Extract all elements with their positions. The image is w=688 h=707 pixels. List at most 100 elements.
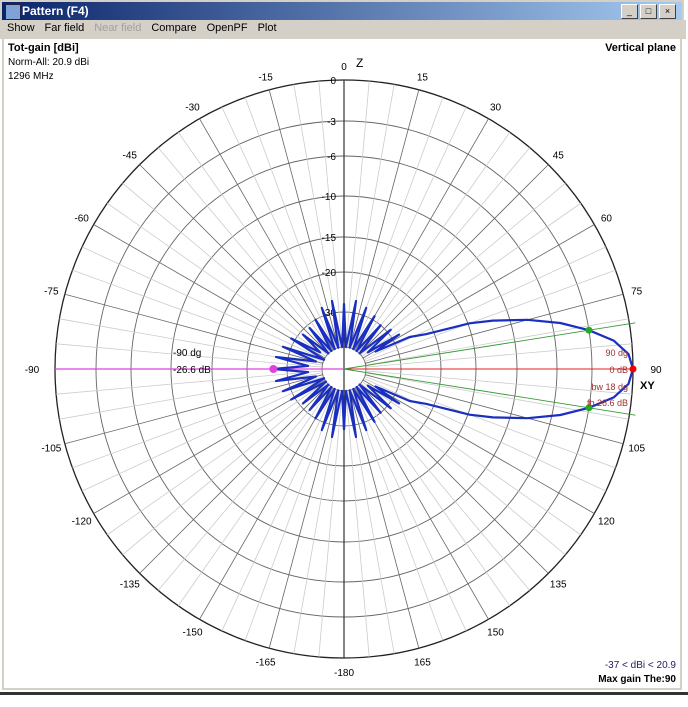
angle-label: -60	[74, 214, 89, 225]
grid-spoke	[177, 132, 332, 352]
ring-label: -6	[327, 152, 336, 163]
grid-spoke	[365, 372, 629, 420]
angle-label: -30	[185, 103, 200, 114]
grid-spoke	[56, 370, 323, 395]
angle-label: 45	[553, 151, 565, 162]
close-button[interactable]: ×	[659, 4, 676, 19]
max-gain-label: Max gain The:90	[598, 674, 676, 685]
grid-spoke	[349, 89, 420, 348]
grid-spoke	[122, 182, 328, 356]
menu-bar: Show Far field Near field Compare OpenPF…	[0, 20, 686, 39]
plot-area	[2, 39, 682, 690]
axis-label-z: Z	[356, 56, 363, 70]
maximize-button[interactable]: □	[640, 4, 657, 19]
axis-label-xy: XY	[640, 380, 655, 392]
grid-spoke	[357, 147, 531, 353]
grid-spoke	[139, 164, 329, 354]
grid-spoke	[93, 379, 326, 514]
angle-label: 105	[628, 443, 645, 454]
main-lobe-annotation: bw 18 dg	[591, 382, 628, 392]
grid-spoke	[345, 81, 370, 348]
ring-label: -10	[322, 192, 337, 203]
grid-spoke	[356, 386, 511, 606]
angle-label: -45	[123, 151, 138, 162]
back-lobe-annotation: -26.6 dB	[173, 365, 211, 376]
grid-spoke	[352, 388, 467, 632]
grid-spoke	[364, 269, 616, 362]
grid-spoke	[157, 147, 331, 353]
angle-label: -165	[256, 658, 276, 669]
grid-spoke	[354, 387, 489, 620]
grid-spoke	[221, 388, 336, 632]
grid-spoke	[81, 377, 325, 492]
norm-label: Norm-All: 20.9 dBi	[8, 57, 90, 68]
grid-spoke	[352, 106, 467, 350]
frequency-label: 1296 MHz	[8, 71, 54, 82]
ring-label: -30	[322, 308, 337, 319]
window-title: Pattern (F4)	[22, 4, 89, 18]
grid-spoke	[64, 293, 323, 364]
grid-spoke	[363, 246, 607, 361]
angle-label: 15	[417, 72, 429, 83]
grid-spoke	[359, 164, 549, 354]
menu-compare[interactable]: Compare	[151, 22, 197, 34]
menu-show[interactable]: Show	[7, 22, 35, 34]
angle-label: -90	[25, 365, 40, 376]
angle-label: -180	[334, 668, 354, 679]
max-gain-marker	[629, 365, 637, 373]
angle-label: 60	[601, 214, 613, 225]
grid-spoke	[357, 385, 531, 591]
angle-label: 135	[550, 579, 567, 590]
grid-spoke	[351, 97, 444, 349]
grid-spoke	[360, 182, 566, 356]
angle-label: -75	[44, 287, 59, 298]
title-bar: Pattern (F4) _ □ ×	[0, 0, 684, 20]
minimize-button[interactable]: _	[621, 4, 638, 19]
plane-label: Vertical plane	[605, 42, 676, 54]
grid-spoke	[361, 381, 581, 536]
grid-spoke	[318, 81, 343, 348]
grid-spoke	[362, 379, 595, 514]
grid-spoke	[268, 390, 339, 649]
grid-spoke	[64, 374, 323, 445]
grid-spoke	[72, 269, 324, 362]
angle-label: -150	[182, 627, 202, 638]
grid-spoke	[356, 132, 511, 352]
back-lobe-annotation: -90 dg	[173, 348, 201, 359]
grid-spoke	[268, 89, 339, 348]
ring-label: 0	[330, 76, 336, 87]
angle-label: -105	[41, 443, 61, 454]
app-icon	[5, 4, 21, 20]
grid-spoke	[107, 202, 327, 357]
grid-spoke	[199, 387, 334, 620]
grid-spoke	[244, 389, 337, 641]
menu-plot[interactable]: Plot	[257, 22, 277, 34]
menu-far-field[interactable]: Far field	[44, 22, 85, 34]
grid-spoke	[359, 384, 549, 574]
angle-label: 75	[631, 287, 643, 298]
angle-label: -15	[258, 72, 273, 83]
grid-spoke	[157, 385, 331, 591]
grid-spoke	[365, 293, 624, 364]
menu-openpf[interactable]: OpenPF	[206, 22, 248, 34]
angle-label: 0	[341, 62, 347, 73]
grid-spoke	[139, 384, 329, 574]
angle-label: -120	[72, 517, 92, 528]
grid-spoke	[221, 106, 336, 350]
main-lobe-annotation: 0 dB	[609, 365, 628, 375]
grid-spoke	[122, 382, 328, 556]
grid-spoke	[364, 376, 616, 469]
grid-spoke	[177, 386, 332, 606]
grid-spoke	[361, 202, 581, 357]
half-power-marker	[585, 326, 593, 334]
grid-spoke	[244, 97, 337, 349]
grid-spoke	[345, 390, 370, 657]
angle-label: 165	[414, 658, 431, 669]
angle-label: 150	[487, 627, 504, 638]
grid-spoke	[363, 377, 607, 492]
grid-spoke	[349, 390, 420, 649]
grid-spoke	[365, 374, 624, 445]
menu-near-field: Near field	[94, 22, 142, 34]
ring-label: -3	[327, 117, 336, 128]
angle-label: 120	[598, 517, 615, 528]
